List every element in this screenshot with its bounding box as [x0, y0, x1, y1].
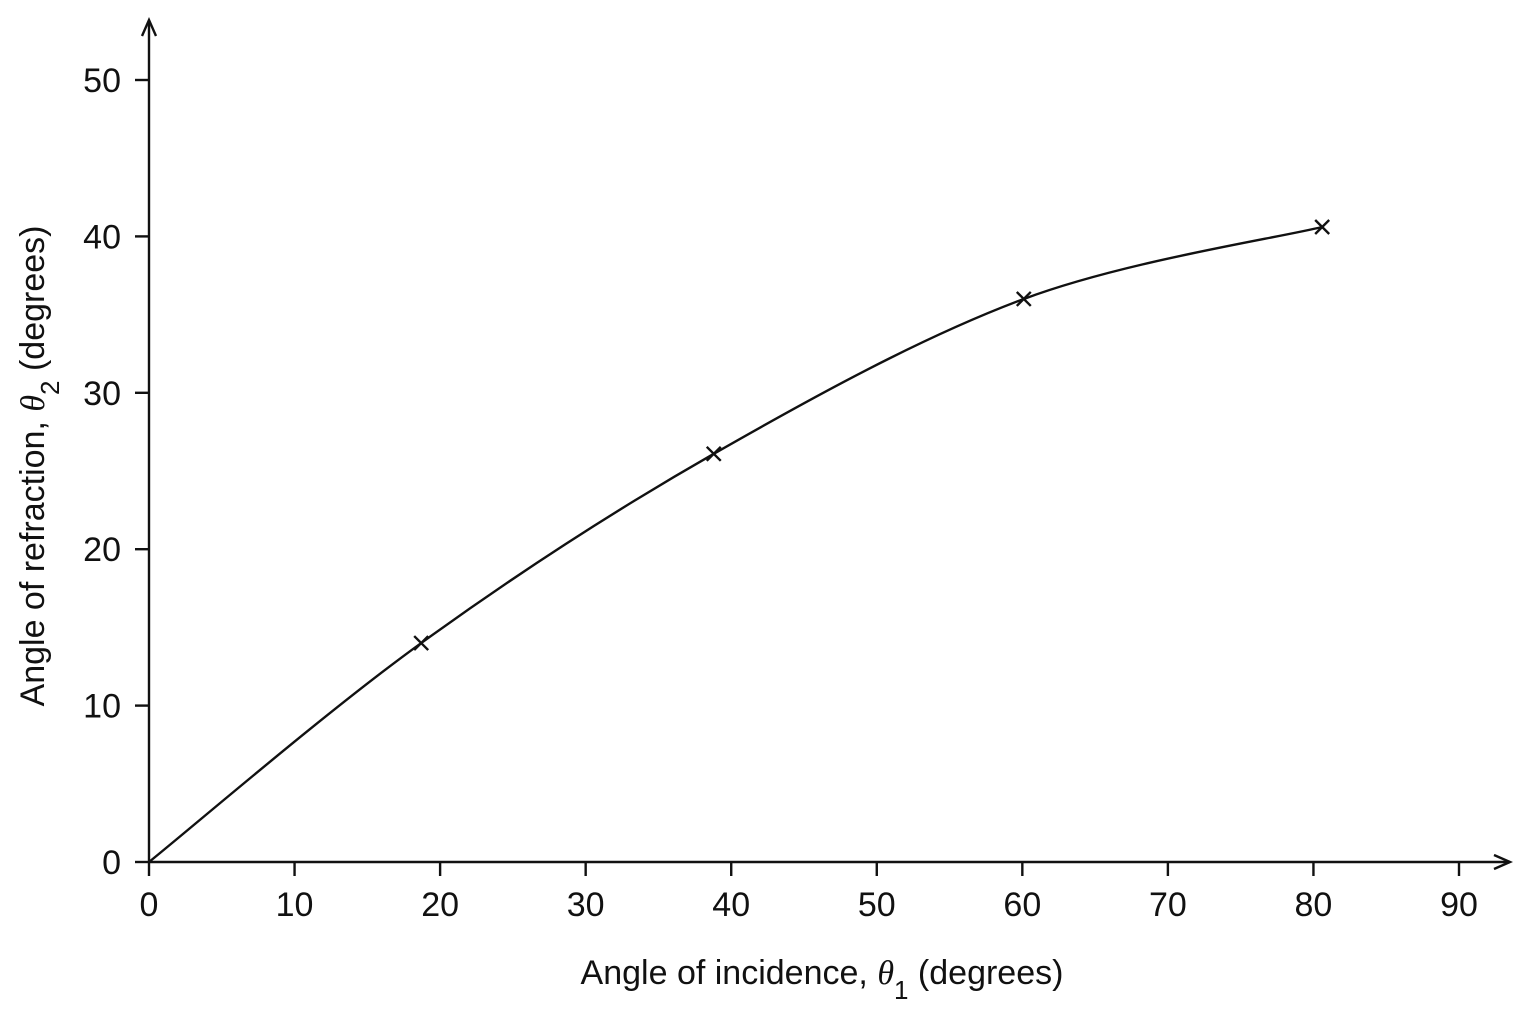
y-tick-label: 10 [83, 688, 121, 726]
x-tick-label: 50 [858, 886, 896, 924]
data-markers [413, 219, 1331, 651]
x-tick-label: 10 [276, 886, 314, 924]
data-point-marker [1015, 291, 1032, 307]
fit-curve [148, 225, 1323, 863]
y-tick-label: 50 [83, 62, 121, 100]
y-tick-label: 40 [83, 218, 121, 256]
y-axis-arrow [140, 17, 158, 37]
x-tick-label: 60 [1003, 886, 1041, 924]
x-tick-label: 0 [140, 886, 159, 924]
data-point-marker [413, 635, 430, 651]
x-tick-label: 80 [1295, 886, 1333, 924]
x-tick-label: 30 [567, 886, 605, 924]
x-tick-label: 70 [1149, 886, 1187, 924]
x-axis-label: Angle of incidence, θ1 (degrees) [581, 954, 1064, 1005]
x-ticks: 0 10 20 30 40 50 60 70 80 90 [140, 862, 1478, 924]
x-tick-label: 20 [421, 886, 459, 924]
data-point-marker [705, 445, 722, 462]
y-axis-label: Angle of refraction, θ2 (degrees) [14, 226, 65, 707]
axes [140, 17, 1513, 871]
x-tick-label: 90 [1440, 886, 1478, 924]
y-tick-label: 20 [83, 531, 121, 569]
y-tick-label: 0 [102, 844, 121, 882]
data-point-marker [1314, 219, 1331, 235]
y-tick-label: 30 [83, 375, 121, 413]
x-axis-arrow [1493, 853, 1513, 871]
y-ticks: 0 10 20 30 40 50 [83, 62, 149, 882]
x-tick-label: 40 [712, 886, 750, 924]
